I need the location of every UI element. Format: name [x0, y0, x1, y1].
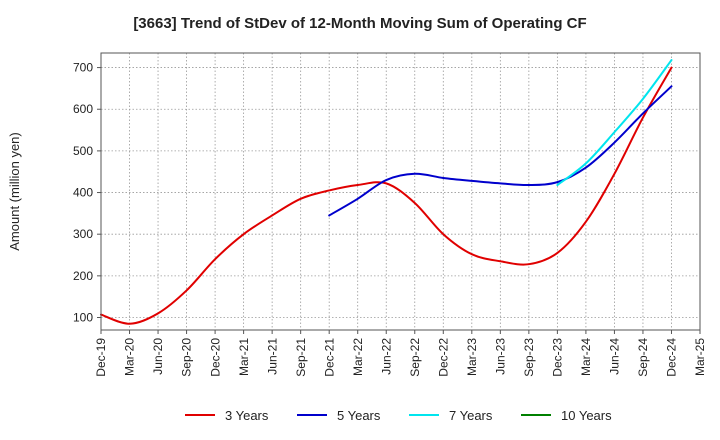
- x-tick-label: Dec-19: [94, 338, 108, 377]
- x-tick-label: Mar-21: [237, 338, 251, 376]
- x-tick-label: Sep-21: [294, 338, 308, 377]
- y-tick-label: 600: [73, 102, 93, 116]
- x-tick-label: Dec-24: [665, 338, 679, 377]
- x-tick-label: Jun-20: [151, 338, 165, 375]
- y-tick-label: 100: [73, 311, 93, 325]
- y-tick-label: 500: [73, 144, 93, 158]
- x-tick-label: Sep-22: [408, 338, 422, 377]
- x-tick-label: Sep-24: [636, 338, 650, 377]
- series-line-7-years: [556, 59, 673, 187]
- legend-label-5-years: 5 Years: [337, 408, 381, 423]
- x-tick-label: Sep-20: [180, 338, 194, 377]
- x-tick-label: Mar-24: [579, 338, 593, 376]
- y-axis-label: Amount (million yen): [7, 132, 22, 251]
- x-tick-label: Sep-23: [522, 338, 536, 377]
- x-tick-label: Jun-23: [494, 338, 508, 375]
- legend-label-3-years: 3 Years: [225, 408, 269, 423]
- series-line-5-years: [328, 85, 673, 217]
- x-tick-label: Dec-23: [551, 338, 565, 377]
- plot-frame: [100, 52, 701, 331]
- legend-label-10-years: 10 Years: [561, 408, 612, 423]
- y-tick-label: 300: [73, 227, 93, 241]
- x-tick-label: Dec-21: [322, 338, 336, 377]
- y-tick-label: 200: [73, 269, 93, 283]
- axes: Dec-19 Mar-20 Jun-20 Sep-20 Dec-20 Mar-21 Jun-…: [73, 61, 707, 377]
- y-tick-label: 400: [73, 186, 93, 200]
- series-line-3-years: [100, 66, 673, 325]
- x-tick-label: Jun-22: [379, 338, 393, 375]
- y-tick-label: 700: [73, 61, 93, 75]
- x-tick-label: Mar-23: [465, 338, 479, 376]
- x-tick-label: Dec-20: [208, 338, 222, 377]
- x-tick-label: Mar-22: [351, 338, 365, 376]
- x-tick-label: Mar-20: [123, 338, 137, 376]
- legend-label-7-years: 7 Years: [449, 408, 493, 423]
- series-layer: [100, 59, 673, 325]
- chart-title: [3663] Trend of StDev of 12-Month Moving…: [133, 15, 586, 32]
- legend: 3 Years 5 Years 7 Years 10 Years: [185, 408, 612, 423]
- x-tick-label: Jun-21: [265, 338, 279, 375]
- x-tick-label: Jun-24: [608, 338, 622, 375]
- x-tick-label: Mar-25: [693, 338, 707, 376]
- x-tick-label: Dec-22: [436, 338, 450, 377]
